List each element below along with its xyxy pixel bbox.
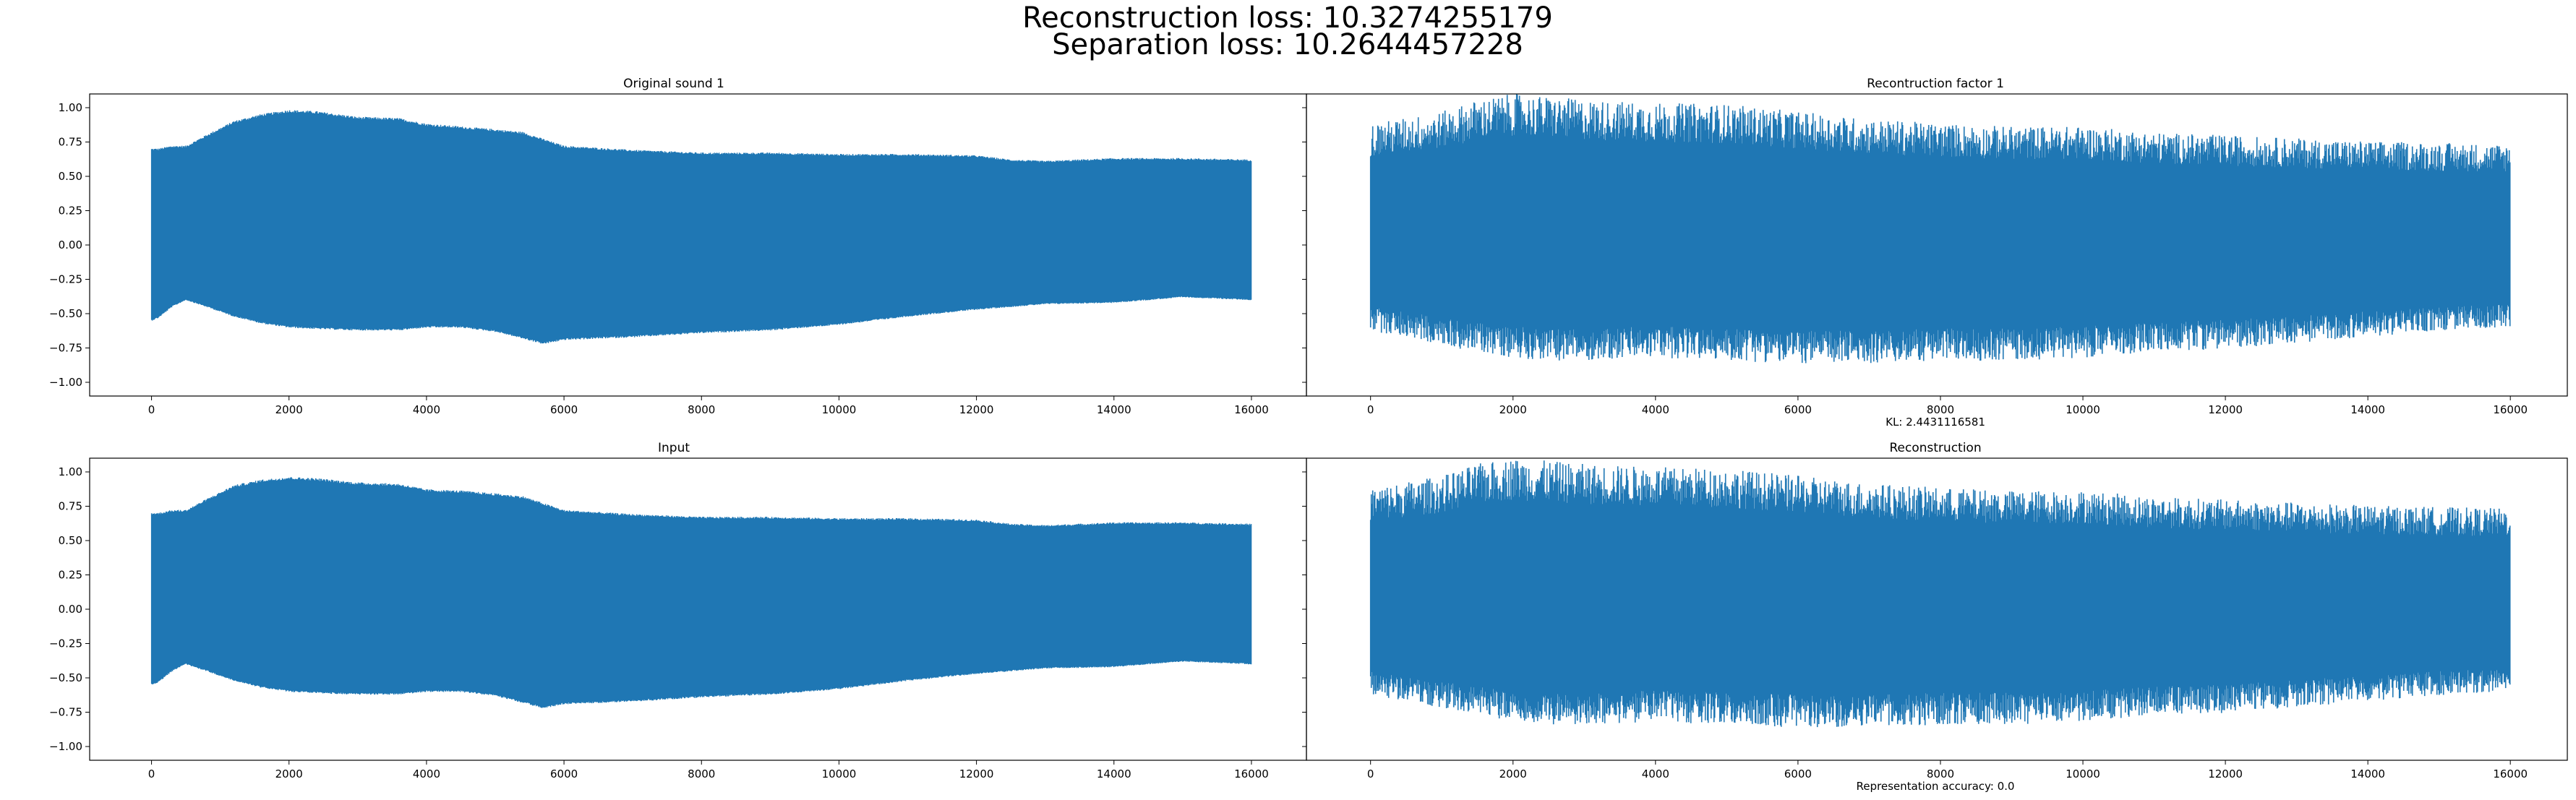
x-tick-label: 14000 [2350,767,2385,780]
subplot-input: Input 0 2000 4000 6000 8000 10000 12000 14000 16… [49,441,1307,780]
x-tick-label: 6000 [550,767,578,780]
x-tick-label: 12000 [2208,403,2243,416]
y-tick-label: −1.00 [49,376,82,389]
y-tick-label: 0.50 [59,534,82,547]
y-tick-label: 0.25 [59,569,82,582]
plot-area: 0 2000 4000 6000 8000 10000 12000 14000 16000 [1302,457,2568,780]
x-tick-label: 0 [1367,767,1374,780]
suptitle-line-2: Separation loss: 10.2644457228 [1052,28,1523,61]
x-tick-label: 4000 [413,767,440,780]
x-tick-label: 2000 [275,403,303,416]
y-tick-label: −0.75 [49,342,82,355]
x-tick-label: 14000 [2350,403,2385,416]
waveform-series [1369,460,2511,728]
x-tick-label: 4000 [1642,767,1669,780]
plot-area: 0 2000 4000 6000 8000 10000 12000 14000 16000 [1302,93,2568,416]
y-tick-label: 0.00 [59,603,82,616]
x-tick-label: 6000 [1784,403,1812,416]
y-tick-label: 0.25 [59,205,82,218]
x-tick-label: 12000 [959,403,994,416]
x-tick-label: 4000 [1642,403,1669,416]
waveform-series [150,110,1252,344]
subplot-reconstruction: Reconstruction Representation accuracy: … [1302,441,2568,793]
y-tick-label: 0.50 [59,170,82,183]
subplot-title: Original sound 1 [623,77,724,91]
x-tick-label: 12000 [959,767,994,780]
y-tick-label: 1.00 [59,465,82,478]
x-tick-label: 16000 [2493,767,2528,780]
x-axis-label: Representation accuracy: 0.0 [1857,780,2015,793]
subplot-title: Reconstruction [1889,441,1981,455]
y-tick-label: −0.25 [49,273,82,286]
x-tick-label: 2000 [1499,403,1527,416]
x-tick-label: 14000 [1097,767,1131,780]
x-tick-label: 6000 [550,403,578,416]
x-axis-label: KL: 2.4431116581 [1886,416,1985,429]
x-tick-label: 4000 [413,403,440,416]
x-tick-label: 0 [1367,403,1374,416]
x-tick-label: 2000 [1499,767,1527,780]
x-tick-label: 0 [148,403,155,416]
y-tick-label: 0.75 [59,500,82,513]
waveform-series [1369,94,2511,364]
subplot-title: Recontruction factor 1 [1867,77,2004,91]
x-tick-label: 0 [148,767,155,780]
x-tick-label: 16000 [2493,403,2528,416]
subplot-reconstruction-factor: Recontruction factor 1 KL: 2.4431116581 … [1302,77,2568,429]
waveform-series [150,477,1252,708]
subplot-original-sound: Original sound 1 0 2000 4000 6000 8000 10000 1… [49,77,1307,416]
y-tick-label: −0.50 [49,671,82,684]
x-tick-label: 8000 [1927,403,1954,416]
plot-area: 0 2000 4000 6000 8000 10000 12000 14000 16000 −1.… [49,93,1307,416]
x-tick-label: 12000 [2208,767,2243,780]
x-tick-label: 10000 [2066,767,2100,780]
x-tick-label: 14000 [1097,403,1131,416]
x-tick-label: 6000 [1784,767,1812,780]
y-tick-label: −0.75 [49,706,82,719]
y-tick-label: −1.00 [49,740,82,753]
x-tick-label: 8000 [688,403,715,416]
y-tick-label: −0.25 [49,637,82,650]
x-tick-label: 10000 [2066,403,2100,416]
x-tick-label: 2000 [275,767,303,780]
subplot-title: Input [658,441,690,455]
x-tick-label: 16000 [1234,767,1269,780]
x-tick-label: 8000 [1927,767,1954,780]
plot-area: 0 2000 4000 6000 8000 10000 12000 14000 16000 −1.… [49,457,1307,780]
x-tick-label: 10000 [822,767,857,780]
suptitle-line-1: Reconstruction loss: 10.3274255179 [1022,1,1553,35]
x-tick-label: 16000 [1234,403,1269,416]
x-tick-label: 10000 [822,403,857,416]
y-tick-label: 0.75 [59,136,82,149]
y-tick-label: −0.50 [49,307,82,320]
x-tick-label: 8000 [688,767,715,780]
y-tick-label: 1.00 [59,101,82,114]
y-tick-label: 0.00 [59,238,82,251]
